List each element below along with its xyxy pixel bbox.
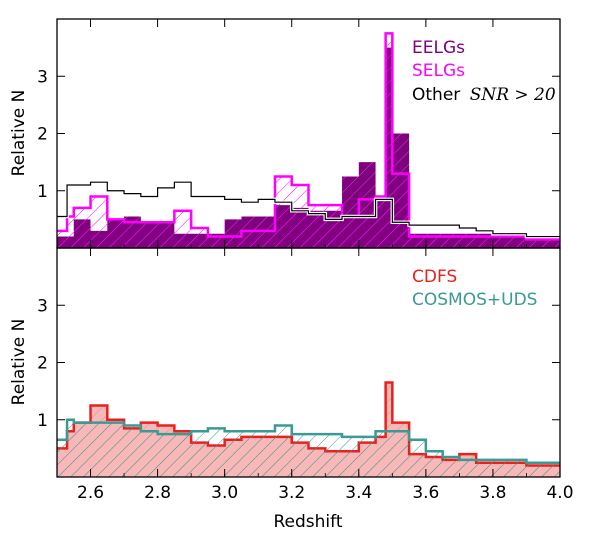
series-cosmos-uds-outline [57,418,560,464]
legend-other-name: Other [412,85,460,105]
ytick-label-1-3: 3 [37,296,48,316]
panel-1-plot [57,381,560,477]
ytick-label-1-1: 1 [37,411,48,431]
bottom-ylabel: Relative N [9,319,29,406]
xtick-label-5: 3.6 [412,483,439,503]
series-cosmos-uds-hatch [57,419,560,477]
xtick-label-1: 2.8 [144,483,171,503]
xtick-label-2: 3.0 [211,483,238,503]
legend-eelgs: EELGs [412,38,465,58]
xtick-label-7: 4.0 [546,483,573,503]
ytick-label-0-2: 2 [37,125,48,145]
xtick-label-6: 3.8 [479,483,506,503]
x-axis-label: Redshift [273,512,342,532]
xtick-label-3: 3.2 [278,483,305,503]
top-panel: 1 2 3 [37,18,561,249]
xtick-label-0: 2.6 [77,483,104,503]
series-selgs-hatch [57,33,560,248]
series-selgs-outline [57,32,560,241]
top-ylabel: Relative N [9,90,29,177]
panel-0-plot [57,32,560,248]
series-other-line [57,181,560,238]
ytick-label-0-3: 3 [37,67,48,87]
legend-cdfs: CDFS [412,267,457,287]
ytick-label-0-1: 1 [37,182,48,202]
legend-cosmos-uds: COSMOS+UDS [412,290,537,310]
legend-selgs: SELGs [412,61,465,81]
ytick-label-1-2: 2 [37,354,48,374]
xtick-label-4: 3.4 [345,483,372,503]
legend-other-math: SNR > 20 [470,85,556,105]
legend-other: Other SNR > 20 [412,85,556,105]
bottom-panel: 1 2 3 2.6 2.8 3.0 3.2 3.4 3.6 3.8 4.0 [37,247,574,503]
